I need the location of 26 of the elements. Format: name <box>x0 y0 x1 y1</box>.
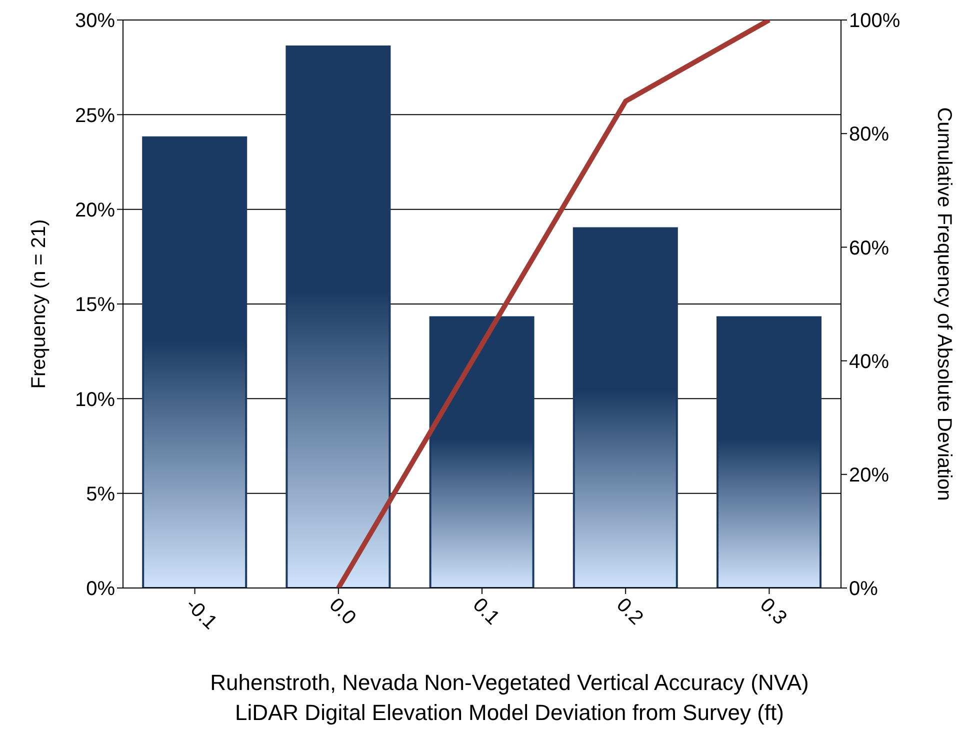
x-tick-label: 0.1 <box>468 594 504 630</box>
y2-tick-label: 0% <box>849 578 878 600</box>
x-axis-title: Ruhenstroth, Nevada Non-Vegetated Vertical Accuracy (NVA) LiDAR Digital Elevation Model Deviation from Survey (ft) <box>209 669 810 727</box>
bar <box>429 316 534 588</box>
y2-tick-label: 100% <box>849 10 900 32</box>
y2-tick-label: 80% <box>849 124 890 146</box>
bar <box>572 227 678 588</box>
y-tick-label: 0% <box>86 578 116 600</box>
y-tick-label: 15% <box>74 294 116 316</box>
x-tick-label: 0.3 <box>756 594 791 630</box>
y2-tick-label: 20% <box>849 464 890 486</box>
x-tick-label: 0.0 <box>324 594 360 630</box>
y-tick-label: 20% <box>74 199 116 222</box>
y-tick-label: 25% <box>74 104 116 127</box>
x-tick-label: 0.2 <box>612 594 648 630</box>
y2-axis-title: Cumulative Frequency of Absolute Deviation <box>932 107 955 501</box>
bar <box>286 46 391 588</box>
bar <box>142 136 248 588</box>
y-tick-label: 30% <box>74 10 116 32</box>
bar <box>716 316 822 588</box>
y-tick-label: 10% <box>74 388 116 411</box>
y2-tick-label: 40% <box>849 350 890 373</box>
x-tick-label: -0.1 <box>181 594 222 634</box>
y-tick-label: 5% <box>86 483 116 506</box>
y2-tick-label: 60% <box>849 237 890 260</box>
y-axis-title: Frequency (n = 21) <box>28 219 50 389</box>
